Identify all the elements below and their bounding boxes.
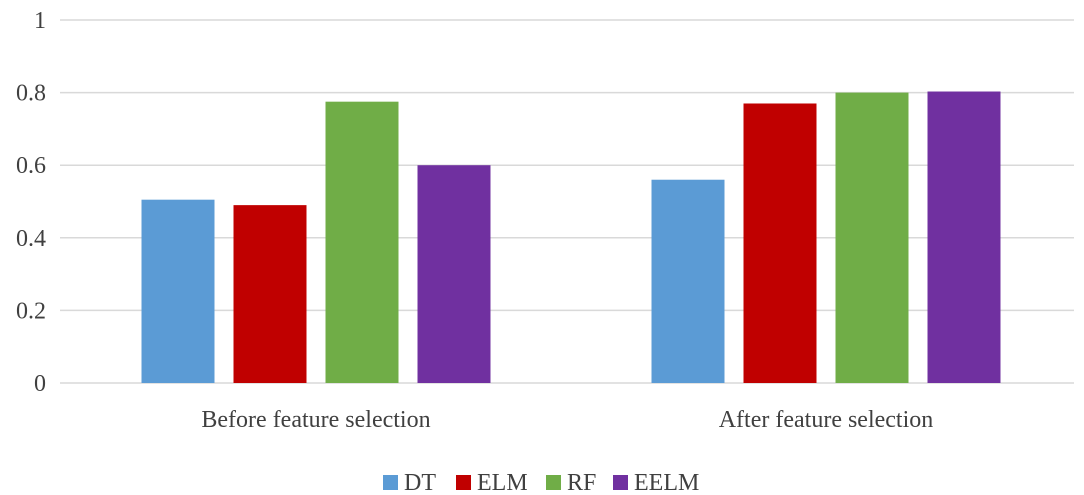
legend-swatch — [456, 475, 471, 490]
legend-label: DT — [404, 470, 436, 495]
x-category-label: Before feature selection — [201, 407, 430, 433]
legend-label: ELM — [477, 470, 528, 495]
y-tick-label: 1 — [34, 8, 46, 34]
bar-eelm-before — [417, 165, 491, 383]
x-category-label: After feature selection — [719, 407, 934, 433]
x-axis-category-labels: Before feature selection After feature se… — [201, 407, 933, 433]
legend-label: RF — [567, 470, 596, 495]
legend-item-dt: DT — [383, 470, 436, 495]
legend-swatch — [383, 475, 398, 490]
bar-elm-before — [233, 205, 307, 383]
legend-swatch — [546, 475, 561, 490]
legend: DT ELM RF EELM — [383, 470, 699, 495]
bars — [141, 91, 1001, 384]
bar-rf-after — [835, 92, 909, 383]
bar-eelm-after — [927, 91, 1001, 384]
bar-dt-after — [651, 179, 725, 383]
legend-item-elm: ELM — [456, 470, 528, 495]
bar-dt-before — [141, 199, 215, 383]
legend-swatch — [613, 475, 628, 490]
y-tick-label: 0.8 — [16, 81, 46, 107]
legend-label: EELM — [634, 470, 699, 495]
legend-item-rf: RF — [546, 470, 596, 495]
bar-elm-after — [743, 103, 817, 384]
y-tick-label: 0.4 — [16, 226, 46, 252]
y-tick-label: 0 — [34, 371, 46, 397]
bar-rf-before — [325, 101, 399, 384]
y-axis-tick-labels: 0 0.2 0.4 0.6 0.8 1 — [16, 8, 46, 397]
y-tick-label: 0.2 — [16, 298, 46, 324]
legend-item-eelm: EELM — [613, 470, 699, 495]
y-tick-label: 0.6 — [16, 153, 46, 179]
